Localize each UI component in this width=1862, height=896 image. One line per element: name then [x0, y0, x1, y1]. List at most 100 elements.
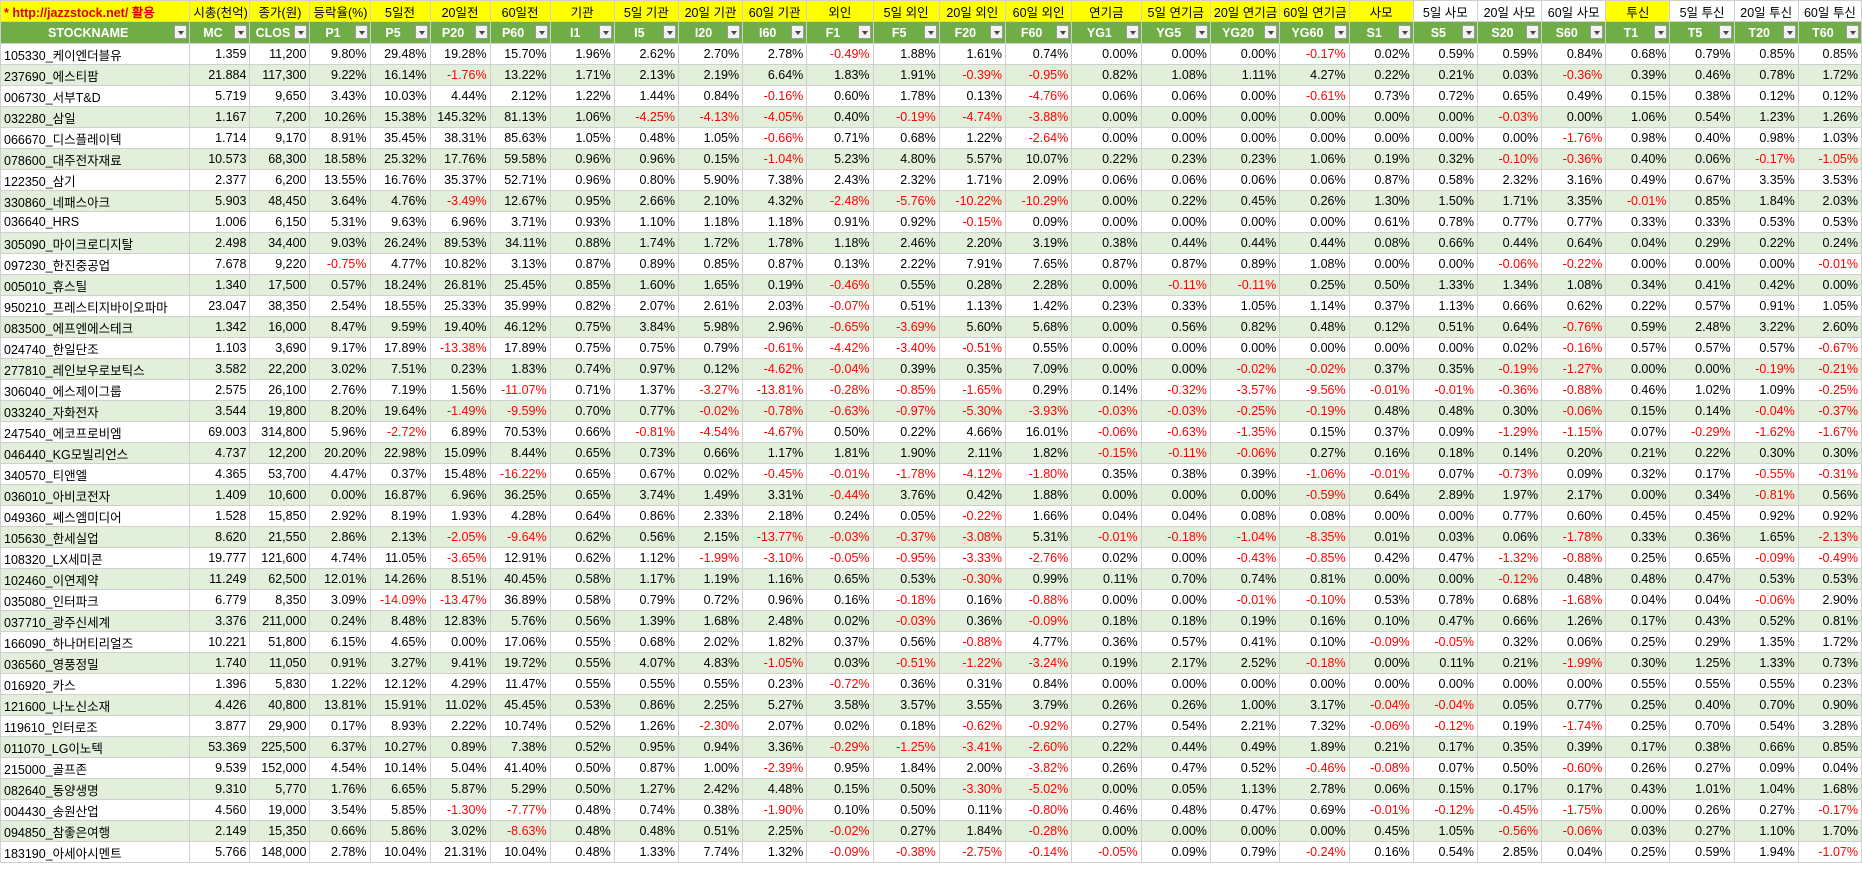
data-cell[interactable]: -0.05%	[1412, 631, 1478, 653]
data-cell[interactable]: 2.00%	[938, 757, 1006, 779]
data-cell[interactable]: 0.70%	[549, 400, 615, 422]
data-cell[interactable]: 0.05%	[872, 505, 940, 527]
data-cell[interactable]: -0.02%	[806, 820, 874, 842]
data-cell[interactable]: 0.43%	[1669, 610, 1735, 632]
data-cell[interactable]: 9.310	[189, 778, 251, 800]
data-cell[interactable]: -0.30%	[938, 568, 1006, 590]
data-cell[interactable]: 38.31%	[429, 127, 491, 149]
data-cell[interactable]: 0.57%	[1669, 337, 1735, 359]
data-cell[interactable]: 0.00%	[1071, 484, 1142, 506]
data-cell[interactable]: -4.13%	[677, 106, 744, 128]
data-cell[interactable]: 53,700	[249, 463, 311, 485]
data-cell[interactable]: 0.00%	[1140, 43, 1211, 65]
data-cell[interactable]: 13.22%	[489, 64, 551, 86]
filter-dropdown-icon[interactable]	[1194, 25, 1208, 39]
data-cell[interactable]: -0.95%	[872, 547, 940, 569]
data-cell[interactable]: 0.96%	[549, 169, 615, 191]
data-cell[interactable]: 0.51%	[677, 820, 744, 842]
data-cell[interactable]: 0.16%	[1348, 442, 1414, 464]
data-cell[interactable]: 0.53%	[549, 694, 615, 716]
stock-name-cell[interactable]: 119610_인터로조	[0, 715, 191, 737]
data-cell[interactable]: 11.249	[189, 568, 251, 590]
data-cell[interactable]: 2.33%	[677, 505, 744, 527]
stock-name-cell[interactable]: 032280_삼일	[0, 106, 191, 128]
data-cell[interactable]: 0.73%	[613, 442, 679, 464]
data-cell[interactable]: -0.01%	[1348, 379, 1414, 401]
data-cell[interactable]: -0.95%	[1004, 64, 1073, 86]
data-cell[interactable]: 0.06%	[1541, 631, 1607, 653]
data-cell[interactable]: 4.74%	[309, 547, 371, 569]
data-cell[interactable]: 0.45%	[1209, 190, 1281, 212]
data-cell[interactable]: -0.17%	[1733, 148, 1799, 170]
data-cell[interactable]: 0.00%	[1605, 484, 1671, 506]
data-cell[interactable]: 6.96%	[429, 211, 491, 233]
data-cell[interactable]: 0.00%	[309, 484, 371, 506]
data-cell[interactable]: -0.17%	[1279, 43, 1350, 65]
data-cell[interactable]: 0.66%	[1476, 610, 1543, 632]
data-cell[interactable]: 0.92%	[872, 211, 940, 233]
data-cell[interactable]: 85.63%	[489, 127, 551, 149]
data-cell[interactable]: -4.54%	[677, 421, 744, 443]
data-cell[interactable]: -0.11%	[1209, 274, 1281, 296]
data-cell[interactable]: 2.60%	[1797, 316, 1862, 338]
data-cell[interactable]: -0.03%	[1140, 400, 1211, 422]
data-cell[interactable]: 0.22%	[1071, 148, 1142, 170]
data-cell[interactable]: 0.53%	[872, 568, 940, 590]
data-cell[interactable]: 1.10%	[613, 211, 679, 233]
data-cell[interactable]: -0.01%	[1797, 253, 1862, 275]
data-cell[interactable]: 0.30%	[1733, 442, 1799, 464]
data-cell[interactable]: 5.90%	[677, 169, 744, 191]
data-cell[interactable]: 2.78%	[309, 841, 371, 863]
data-cell[interactable]: -0.61%	[1279, 85, 1350, 107]
data-cell[interactable]: -0.09%	[1004, 610, 1073, 632]
data-cell[interactable]: 1.18%	[677, 211, 744, 233]
data-cell[interactable]: -0.10%	[1476, 148, 1543, 170]
column-header-p20[interactable]: P20	[429, 21, 491, 44]
data-cell[interactable]: 1.71%	[1476, 190, 1543, 212]
data-cell[interactable]: -1.04%	[742, 148, 808, 170]
data-cell[interactable]: 0.44%	[1209, 232, 1281, 254]
data-cell[interactable]: 3,690	[249, 337, 311, 359]
data-cell[interactable]: 0.53%	[1797, 211, 1862, 233]
data-cell[interactable]: 0.48%	[1348, 400, 1414, 422]
data-cell[interactable]: 62,500	[249, 568, 311, 590]
data-cell[interactable]: 0.17%	[1669, 463, 1735, 485]
table-row[interactable]: 215000_골프존 9.539 152,000 4.54% 10.14% 5.04% 41…	[0, 757, 1862, 779]
data-cell[interactable]: 17.89%	[369, 337, 431, 359]
data-cell[interactable]: -0.78%	[742, 400, 808, 422]
data-cell[interactable]: 0.48%	[613, 127, 679, 149]
table-row[interactable]: 006730_서부T&D 5.719 9,650 3.43% 10.03% 4.44% 2.…	[0, 85, 1862, 107]
data-cell[interactable]: 0.00%	[1412, 505, 1478, 527]
data-cell[interactable]: 0.09%	[1733, 757, 1799, 779]
data-cell[interactable]: -8.35%	[1279, 526, 1350, 548]
data-cell[interactable]: 1.33%	[613, 841, 679, 863]
column-header-t5[interactable]: T5	[1669, 21, 1735, 44]
data-cell[interactable]: 0.56%	[1797, 484, 1862, 506]
data-cell[interactable]: 8.19%	[369, 505, 431, 527]
data-cell[interactable]: 0.93%	[549, 211, 615, 233]
data-cell[interactable]: 17.06%	[489, 631, 551, 653]
data-cell[interactable]: 0.00%	[1209, 106, 1281, 128]
data-cell[interactable]: 0.55%	[549, 652, 615, 674]
data-cell[interactable]: 0.50%	[549, 757, 615, 779]
data-cell[interactable]: 0.85%	[1797, 736, 1862, 758]
data-cell[interactable]: 0.68%	[1476, 589, 1543, 611]
table-row[interactable]: 340570_티앤엘 4.365 53,700 4.47% 0.37% 15.48% -16…	[0, 463, 1862, 485]
data-cell[interactable]: -0.88%	[1541, 547, 1607, 569]
stock-name-cell[interactable]: 215000_골프존	[0, 757, 191, 779]
data-cell[interactable]: 5.29%	[489, 778, 551, 800]
data-cell[interactable]: 0.27%	[1669, 820, 1735, 842]
data-cell[interactable]: -0.51%	[872, 652, 940, 674]
data-cell[interactable]: 22.98%	[369, 442, 431, 464]
data-cell[interactable]: 0.13%	[938, 85, 1006, 107]
data-cell[interactable]: 1.25%	[1669, 652, 1735, 674]
data-cell[interactable]: 9.59%	[369, 316, 431, 338]
data-cell[interactable]: 12,200	[249, 442, 311, 464]
data-cell[interactable]: 0.18%	[872, 715, 940, 737]
data-cell[interactable]: 2.25%	[677, 694, 744, 716]
data-cell[interactable]: 0.06%	[1071, 85, 1142, 107]
data-cell[interactable]: -0.75%	[309, 253, 371, 275]
data-cell[interactable]: 0.03%	[1476, 64, 1543, 86]
data-cell[interactable]: 2.575	[189, 379, 251, 401]
data-cell[interactable]: 5,830	[249, 673, 311, 695]
